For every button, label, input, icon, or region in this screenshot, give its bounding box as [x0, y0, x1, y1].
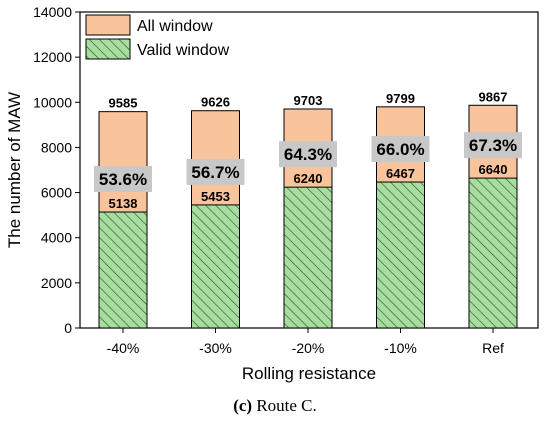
y-tick-label: 12000: [33, 49, 72, 65]
ratio-label: 56.7%: [191, 163, 239, 182]
bar-valid-window: [98, 211, 148, 329]
y-tick-label: 0: [64, 320, 72, 336]
legend: All window Valid window: [85, 14, 230, 60]
ratio-box: [186, 158, 245, 185]
ratio-label: 64.3%: [284, 145, 332, 164]
value-label-all-window: 9626: [201, 95, 230, 110]
bar-valid-window: [191, 204, 240, 329]
x-tick-label: -20%: [292, 340, 325, 356]
figure-caption: (c) Route C.: [0, 396, 550, 416]
ratio-box: [94, 166, 152, 193]
x-axis-title: Rolling resistance: [242, 364, 376, 383]
y-axis-title: The number of MAW: [5, 92, 24, 248]
ratio-box: [464, 132, 522, 159]
bar-valid-window: [376, 181, 425, 329]
y-tick-label: 10000: [33, 94, 72, 110]
y-tick-label: 2000: [41, 275, 72, 291]
ratio-box: [371, 136, 430, 163]
x-tick-label: -30%: [199, 340, 232, 356]
ratio-label: 67.3%: [469, 136, 517, 155]
value-label-valid-window: 6640: [479, 162, 508, 177]
value-label-all-window: 9703: [294, 93, 323, 108]
value-label-all-window: 9867: [479, 89, 508, 104]
legend-label-valid-window: Valid window: [137, 42, 230, 59]
y-tick-label: 14000: [33, 4, 72, 20]
value-label-all-window: 9799: [386, 91, 415, 106]
bar-valid-window: [283, 186, 333, 329]
legend-label-all-window: All window: [137, 18, 213, 35]
value-label-all-window: 9585: [109, 96, 138, 111]
value-label-valid-window: 6240: [294, 171, 323, 186]
ratio-label: 53.6%: [99, 170, 147, 189]
y-tick-label: 8000: [41, 139, 72, 155]
y-tick-label: 4000: [41, 230, 72, 246]
x-tick-label: Ref: [482, 340, 504, 356]
value-label-valid-window: 5453: [201, 189, 230, 204]
legend-swatch-valid-window: [85, 38, 131, 60]
x-tick-label: -40%: [107, 340, 140, 356]
x-tick-label: -10%: [384, 340, 417, 356]
value-label-valid-window: 6467: [386, 166, 415, 181]
value-label-valid-window: 5138: [109, 196, 138, 211]
bar-valid-window: [468, 177, 518, 329]
caption-letter: (c): [233, 396, 253, 415]
legend-swatch-all-window: [85, 14, 131, 36]
ratio-box: [279, 141, 337, 168]
y-tick-label: 6000: [41, 185, 72, 201]
ratio-label: 66.0%: [376, 140, 424, 159]
caption-text: Route C.: [256, 396, 317, 415]
